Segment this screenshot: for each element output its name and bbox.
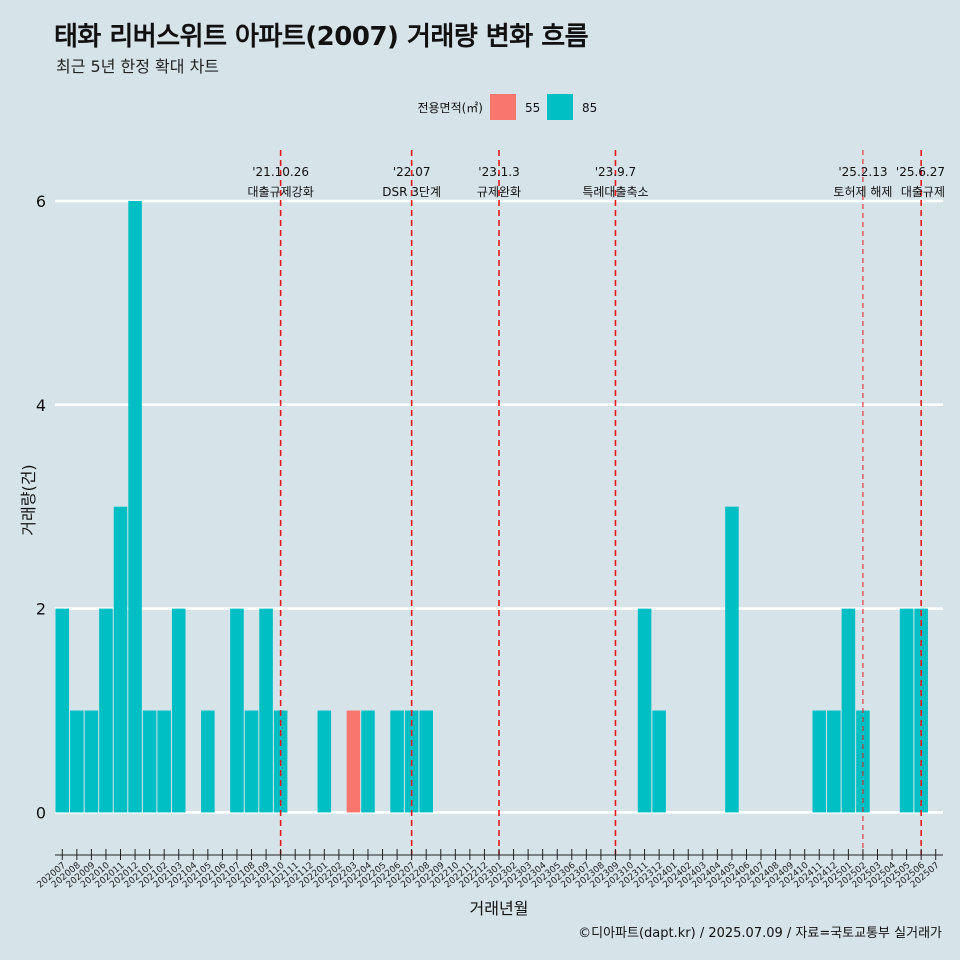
bar-85-202311 xyxy=(637,608,652,813)
y-tick-label: 2 xyxy=(36,600,46,619)
event-date-4: '25.2.13 xyxy=(838,165,887,179)
y-tick-label: 4 xyxy=(36,396,46,415)
event-label-5: 대출규제 xyxy=(901,185,945,199)
legend: 전용면적(㎡) 55 85 xyxy=(417,94,597,120)
bar-85-202206 xyxy=(390,710,404,813)
event-label-4: 토허제 해제 xyxy=(833,185,892,199)
bar-55-202203 xyxy=(346,710,361,813)
bar-85-202103 xyxy=(171,608,186,813)
bar-85-202007 xyxy=(55,608,70,813)
event-date-5: '25.6.27 xyxy=(896,165,945,179)
axes: 2020072020082020092020102020112020122021… xyxy=(35,192,943,890)
bar-85-202505 xyxy=(899,608,914,813)
bar-85-202204 xyxy=(361,710,375,813)
event-date-0: '21.10.26 xyxy=(252,165,309,179)
bar-85-202008 xyxy=(70,710,84,813)
legend-swatch-55 xyxy=(490,94,516,120)
bar-85-202101 xyxy=(142,710,157,813)
event-label-1: DSR 3단계 xyxy=(382,185,441,199)
event-label-2: 규제완화 xyxy=(477,185,521,199)
bar-85-202208 xyxy=(419,710,433,813)
bar-85-202102 xyxy=(157,710,171,813)
bar-85-202012 xyxy=(128,200,142,813)
bar-85-202010 xyxy=(99,608,113,813)
bar-85-202107 xyxy=(230,608,244,813)
bar-85-202411 xyxy=(812,710,827,813)
bar-85-202312 xyxy=(652,710,666,813)
source-caption: ©디아파트(dapt.kr) / 2025.07.09 / 자료=국토교통부 실… xyxy=(578,926,942,941)
bar-85-202109 xyxy=(259,608,273,813)
bar-85-202105 xyxy=(201,710,215,813)
bar-85-202501 xyxy=(841,608,856,813)
legend-label-85: 85 xyxy=(582,101,597,115)
event-label-3: 특례대출축소 xyxy=(582,185,648,199)
bar-85-202502 xyxy=(856,710,870,813)
chart-title: 태화 리버스위트 아파트(2007) 거래량 변화 흐름 xyxy=(54,22,589,52)
bar-85-202412 xyxy=(827,710,841,813)
event-date-3: '23.9.7 xyxy=(595,165,636,179)
bar-85-202201 xyxy=(317,710,332,813)
bar-85-202108 xyxy=(244,710,259,813)
bars xyxy=(55,200,928,813)
event-label-0: 대출규제강화 xyxy=(248,185,314,199)
bar-85-202011 xyxy=(113,506,128,813)
event-markers: '21.10.26 대출규제강화 '22.07 DSR 3단계 '23.1.3 규제완화 '… xyxy=(248,150,945,855)
y-tick-label: 6 xyxy=(36,192,46,211)
legend-label-55: 55 xyxy=(525,101,540,115)
chart-subtitle: 최근 5년 한정 확대 차트 xyxy=(56,57,220,76)
event-date-1: '22.07 xyxy=(393,165,431,179)
bar-85-202405 xyxy=(725,506,739,813)
legend-title: 전용면적(㎡) xyxy=(417,101,483,115)
y-tick-label: 0 xyxy=(36,803,46,822)
y-axis-title: 거래량(건) xyxy=(19,464,38,535)
x-axis-title: 거래년월 xyxy=(470,899,529,918)
legend-swatch-85 xyxy=(547,94,573,120)
bar-85-202009 xyxy=(84,710,99,813)
event-date-2: '23.1.3 xyxy=(478,165,519,179)
